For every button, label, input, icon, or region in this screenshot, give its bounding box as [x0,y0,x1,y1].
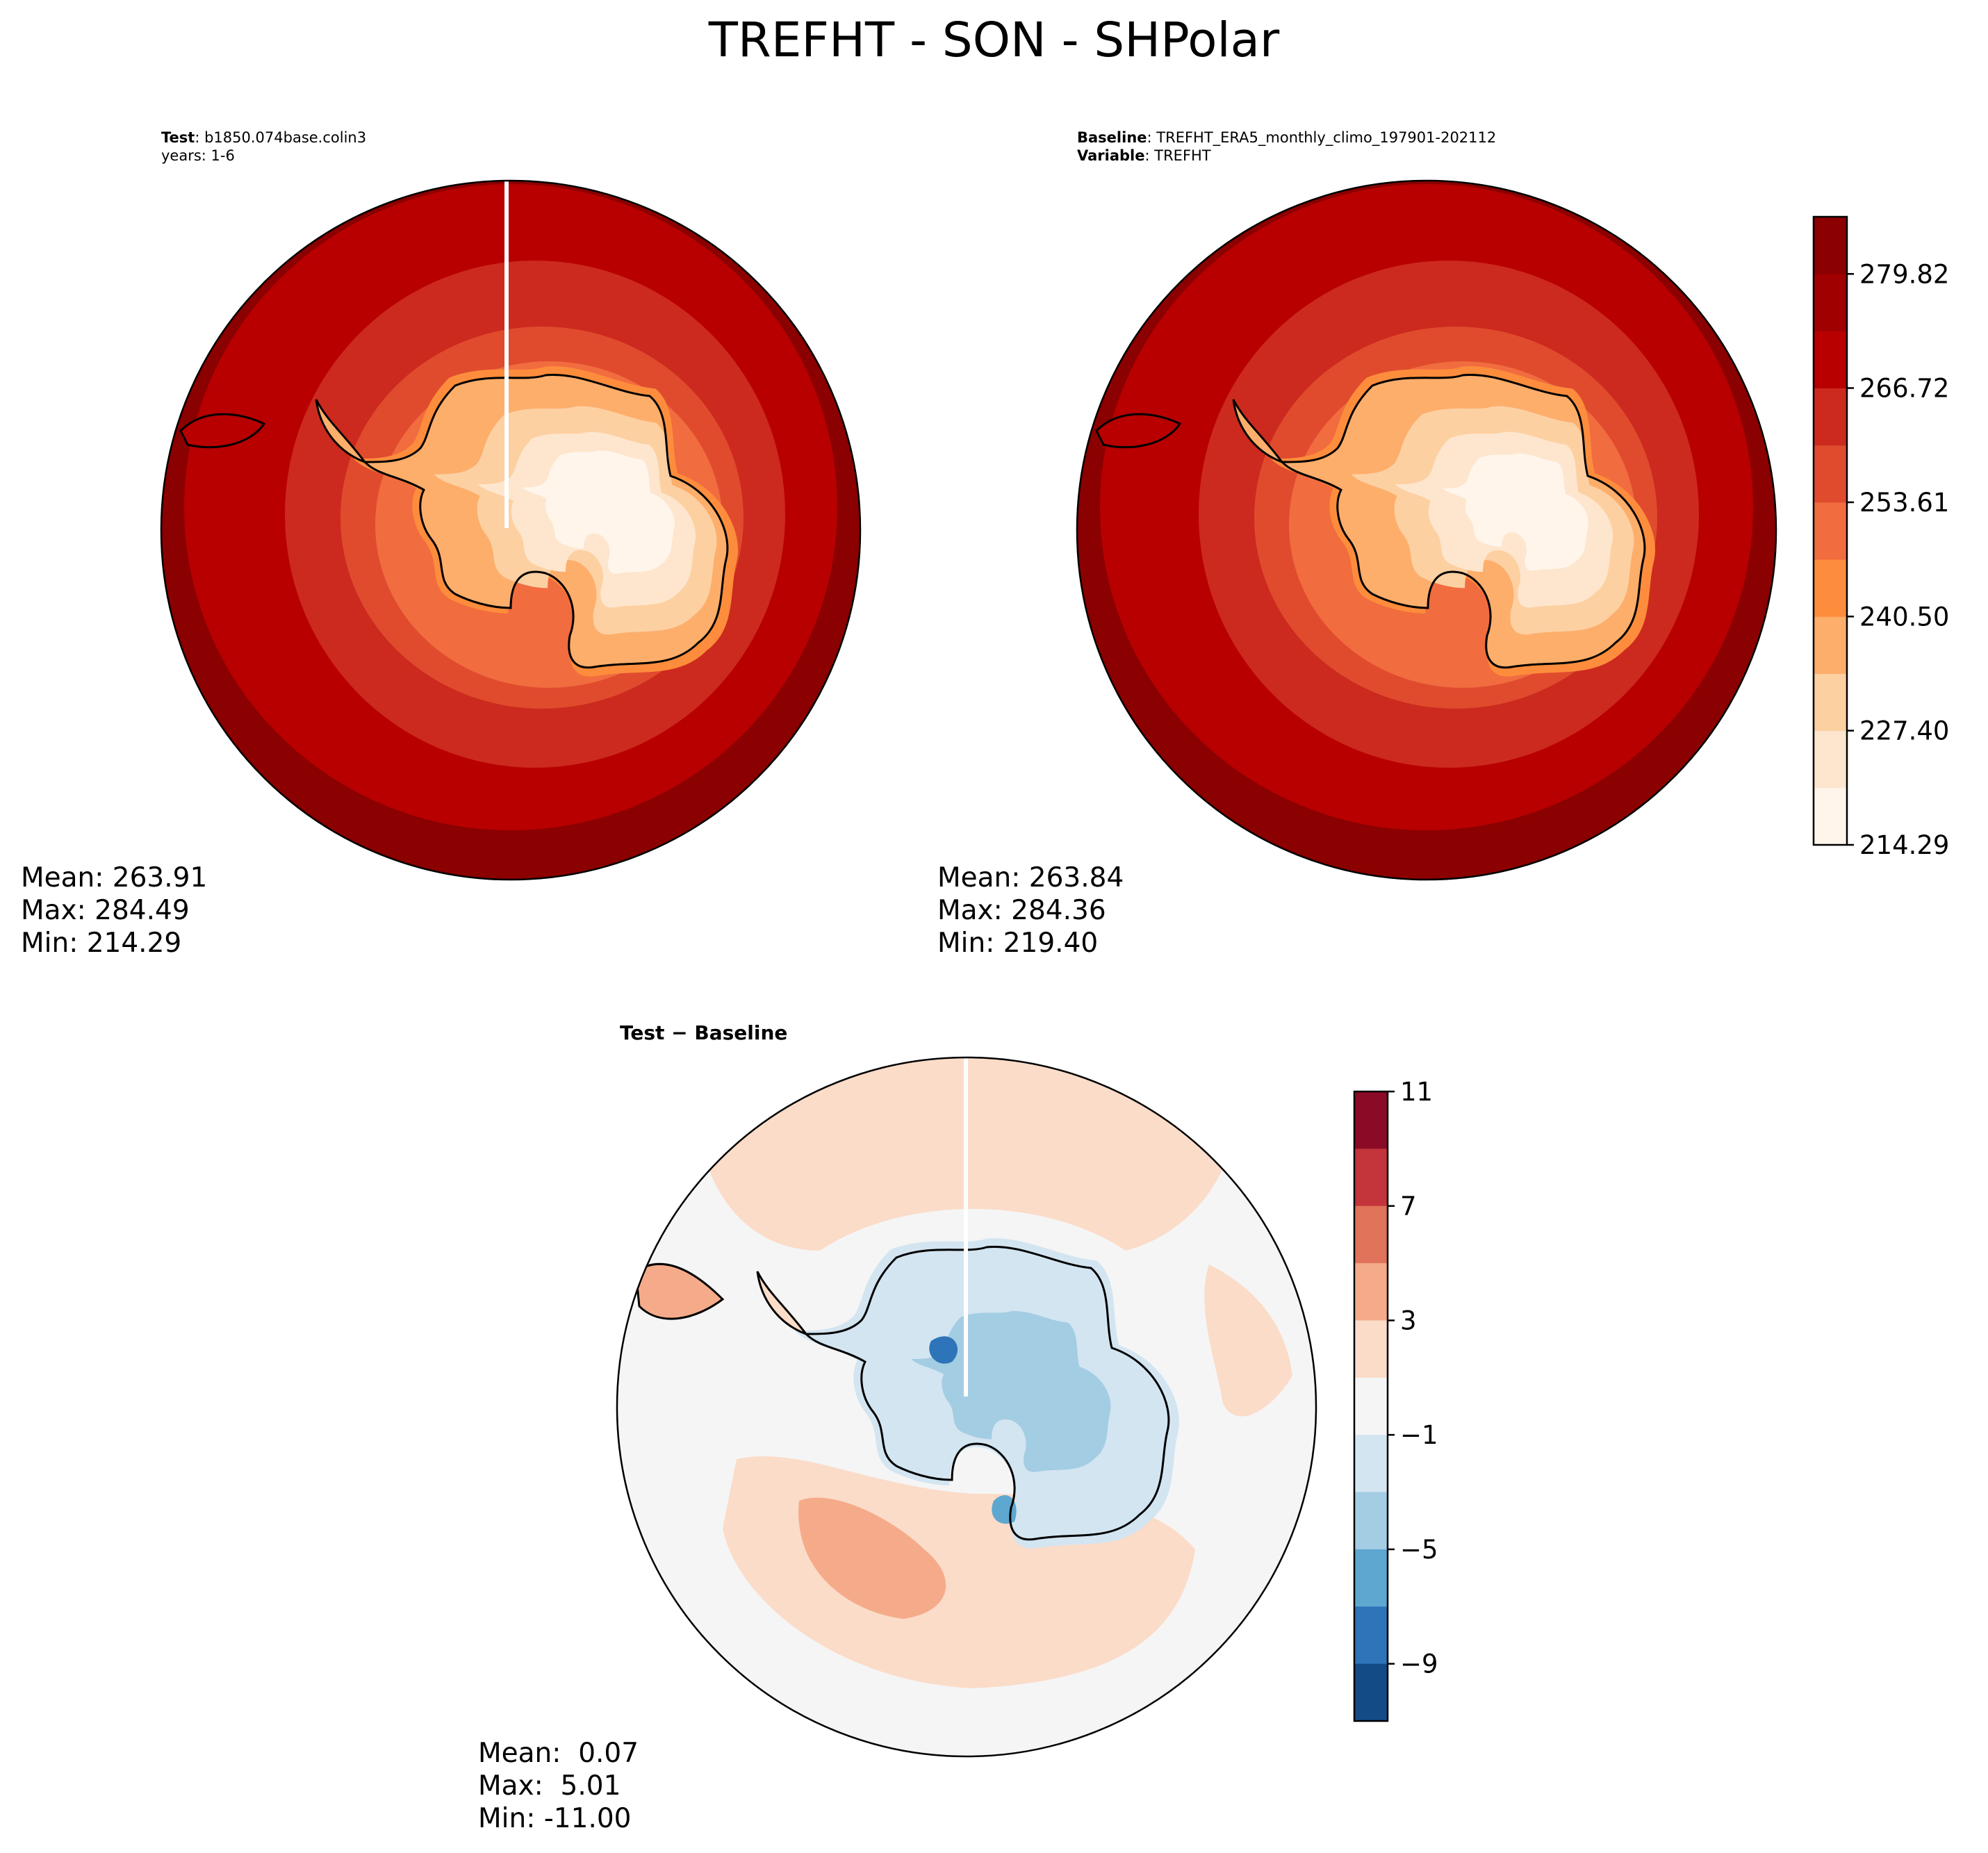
diff-colorbar-level-2 [1354,1205,1388,1264]
diff-stats: Mean: 0.07 Max: 5.01 Min: -11.00 [478,1737,639,1835]
main-colorbar-tick-label-0: 214.29 [1859,830,1949,860]
test-label: Test: b1850.074base.colin3 years: 1-6 [161,129,367,164]
baseline-stats: Mean: 263.84 Max: 284.36 Min: 219.40 [937,862,1124,960]
baseline-map-border [1076,179,1777,881]
diff-colorbar-frame [1353,1090,1389,1722]
test-mean: Mean: 263.91 [21,862,208,893]
main-colorbar: 214.29 227.40 240.50 253.61 266.72 279.82 [1812,215,1949,860]
main-colorbar-level-8 [1814,331,1847,389]
main-colorbar-tick-label-3: 253.61 [1859,488,1949,518]
baseline-label: Baseline: TREFHT_ERA5_monthly_climo_1979… [1077,129,1497,164]
test-stats: Mean: 263.91 Max: 284.49 Min: 214.29 [21,862,207,960]
test-max: Max: 284.49 [21,895,190,926]
diff-colorbar-tick-label-5: −9 [1400,1649,1438,1679]
main-colorbar-level-0 [1814,787,1847,846]
diff-colorbar-level-8 [1354,1549,1388,1607]
main-colorbar-level-9 [1814,274,1847,331]
diff-title: Test − Baseline [620,1021,788,1044]
figure-title: TREFHT - SON - SHPolar [708,13,1280,68]
diff-colorbar-level-10 [1354,1663,1388,1722]
main-colorbar-level-4 [1814,559,1847,617]
diff-mean: Mean: 0.07 [478,1738,639,1769]
test-years: years: 1-6 [161,147,235,164]
diff-max: Max: 5.01 [478,1770,621,1802]
main-colorbar-tick-label-5: 279.82 [1859,259,1949,289]
baseline-min: Min: 219.40 [937,928,1099,959]
diff-colorbar-tick-label-2: 3 [1400,1306,1417,1335]
test-map [161,181,860,880]
diff-colorbar: 11 7 3 −1 −5 −9 [1353,1077,1438,1722]
diff-colorbar-tick-label-4: −5 [1400,1535,1438,1565]
test-min: Min: 214.29 [21,928,182,959]
diff-colorbar-tick-label-1: 7 [1400,1192,1417,1221]
main-colorbar-frame [1812,215,1848,846]
main-colorbar-level-3 [1814,616,1847,674]
diff-colorbar-level-5 [1354,1377,1388,1435]
baseline-max: Max: 284.36 [937,895,1106,926]
variable-label-key: Variable [1077,147,1145,164]
baseline-map [1077,181,1776,880]
diff-map-border [616,1056,1317,1758]
diff-colorbar-tick-label-3: −1 [1400,1420,1438,1450]
diff-min: Min: -11.00 [478,1803,632,1834]
diff-colorbar-level-7 [1354,1492,1388,1550]
diff-map [617,1057,1316,1756]
test-label-key: Test [161,129,195,146]
main-colorbar-level-2 [1814,673,1847,732]
main-colorbar-level-7 [1814,388,1847,446]
main-colorbar-level-10 [1814,217,1847,274]
variable-label-value: TREFHT [1154,147,1211,164]
main-colorbar-tick-label-1: 227.40 [1859,716,1949,746]
main-colorbar-level-1 [1814,730,1847,789]
baseline-mean: Mean: 263.84 [937,862,1124,893]
diff-colorbar-level-9 [1354,1606,1388,1665]
diff-colorbar-level-3 [1354,1263,1388,1321]
diff-colorbar-level-4 [1354,1320,1388,1378]
test-map-border [160,179,862,881]
diff-colorbar-level-6 [1354,1435,1388,1493]
main-colorbar-level-6 [1814,445,1847,503]
main-colorbar-level-5 [1814,502,1847,560]
baseline-label-value: TREFHT_ERA5_monthly_climo_197901-202112 [1156,129,1497,146]
diff-colorbar-level-0 [1354,1092,1388,1149]
baseline-label-key: Baseline [1077,129,1147,146]
main-colorbar-tick-label-4: 266.72 [1859,374,1949,404]
diff-colorbar-level-1 [1354,1148,1388,1207]
main-colorbar-tick-label-2: 240.50 [1859,602,1949,632]
diff-colorbar-tick-label-0: 11 [1400,1077,1433,1107]
test-label-value: b1850.074base.colin3 [204,129,367,146]
